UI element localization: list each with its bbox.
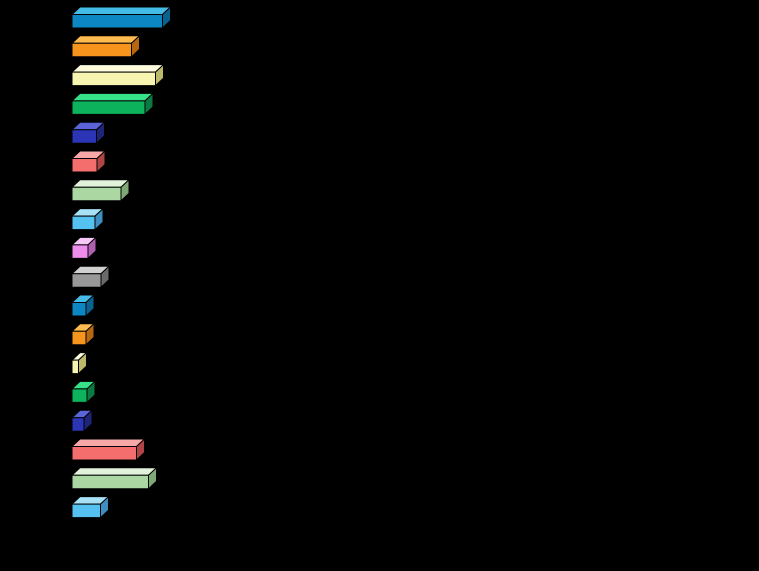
bar-front-face <box>71 100 146 115</box>
bar-front-face <box>71 158 98 173</box>
bar-3d <box>71 438 145 461</box>
bar-front-face <box>71 71 156 87</box>
bar-front-face <box>71 446 137 461</box>
bar-top-face <box>71 64 164 73</box>
bar-front-face <box>71 503 101 519</box>
bar-front-face <box>71 14 163 29</box>
bar-top-face <box>71 35 140 44</box>
bar-front-face <box>71 186 122 202</box>
bar-top-face <box>71 6 171 15</box>
bar-3d <box>71 352 87 375</box>
bar-top-face <box>71 438 145 447</box>
bar-3d <box>71 35 140 58</box>
bar-front-face <box>71 42 132 58</box>
bar-3d <box>71 467 157 490</box>
bar-front-face <box>71 359 79 375</box>
bar-3d <box>71 208 104 231</box>
bar-front-face <box>71 244 89 259</box>
bar-3d <box>71 121 105 144</box>
bar-front-face <box>71 273 102 288</box>
bar-3d <box>71 409 93 432</box>
bar-3d <box>71 496 109 519</box>
bar-3d <box>71 150 106 173</box>
bar-3d <box>71 64 164 87</box>
bar-3d <box>71 380 96 403</box>
bar-front-face <box>71 330 87 346</box>
bar-3d <box>71 179 130 202</box>
bar-3d <box>71 294 95 317</box>
bar-3d <box>71 265 110 288</box>
bar-top-face <box>71 179 130 188</box>
bar-top-face <box>71 92 154 102</box>
bar-front-face <box>71 474 149 490</box>
bar-top-face <box>71 467 157 476</box>
bar-3d <box>71 323 95 346</box>
bar-3d <box>71 6 171 29</box>
bar-front-face <box>71 417 85 432</box>
bar-3d <box>71 92 154 115</box>
bar-front-face <box>71 302 87 317</box>
bar-front-face <box>71 388 88 403</box>
bar-3d <box>71 236 97 259</box>
bar-front-face <box>71 129 97 144</box>
bar-front-face <box>71 215 96 231</box>
